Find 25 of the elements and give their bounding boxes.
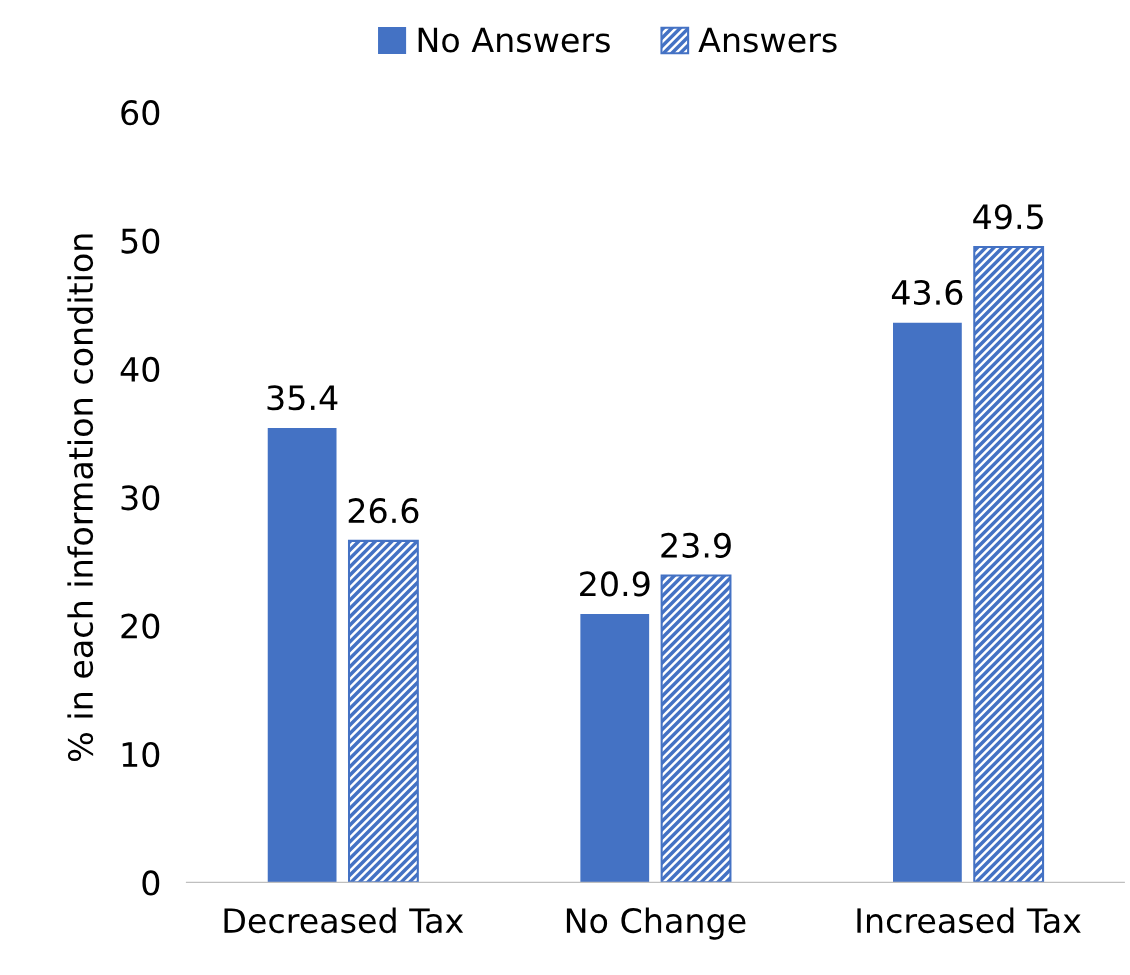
bar (347, 539, 419, 883)
y-tick-label: 10 (122, 741, 160, 768)
x-tick-label: Decreased Tax (224, 907, 464, 934)
y-tick-label: 20 (121, 613, 160, 639)
data-label: 23.9 (661, 532, 731, 558)
y-axis-title: % in each information condition (67, 234, 94, 762)
y-tick-label: 0 (142, 870, 160, 896)
bar (580, 614, 650, 883)
x-tick-label: Increased Tax (857, 907, 1081, 934)
bar (893, 322, 962, 883)
bar (660, 574, 732, 883)
y-tick-label: 40 (120, 356, 160, 383)
data-label: 20.9 (580, 571, 650, 597)
data-label: 43.6 (891, 279, 963, 306)
y-tick-label: 60 (121, 100, 160, 126)
bar (267, 427, 337, 883)
data-label: 35.4 (267, 385, 338, 411)
x-tick-label: No Change (566, 907, 746, 940)
data-label: 49.5 (973, 204, 1043, 230)
legend-label: Answers (698, 27, 837, 53)
y-tick-label: 50 (121, 228, 160, 254)
data-label: 26.6 (348, 498, 419, 524)
bar (973, 245, 1045, 883)
y-tick-label: 30 (121, 485, 160, 511)
legend-label: No Answers (418, 27, 610, 53)
